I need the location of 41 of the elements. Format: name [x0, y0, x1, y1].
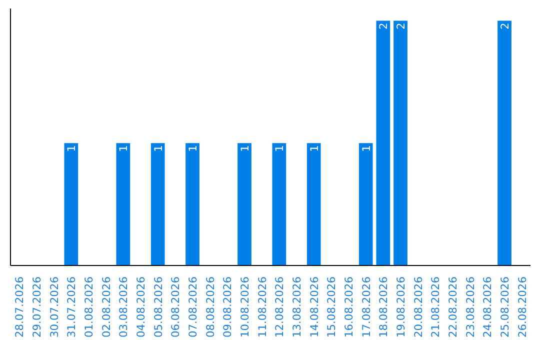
x-tick-label: 13.08.2026 [290, 276, 304, 338]
x-tick-label: 21.08.2026 [429, 276, 442, 338]
data-label: 1 [273, 145, 286, 152]
data-label: 2 [394, 22, 408, 30]
x-tick-label: 23.08.2026 [464, 276, 477, 338]
data-label: 1 [186, 145, 200, 152]
data-label: 2 [498, 22, 512, 30]
x-tick-label: 20.08.2026 [412, 276, 425, 338]
x-tick-label: 30.07.2026 [48, 276, 61, 338]
x-tick-label: 14.08.2026 [308, 276, 321, 338]
x-tick-label: 05.08.2026 [152, 276, 165, 338]
data-label: 1 [238, 145, 252, 152]
x-tick-label: 10.08.2026 [238, 276, 252, 338]
data-label: 1 [152, 145, 165, 152]
x-tick-label: 29.07.2026 [30, 276, 44, 338]
data-label: 1 [117, 145, 130, 152]
x-tick-label: 11.08.2026 [256, 276, 269, 338]
x-tick-label: 04.08.2026 [134, 276, 148, 338]
x-tick-label: 15.08.2026 [325, 276, 338, 338]
x-tick-label: 02.08.2026 [100, 276, 113, 338]
data-label: 1 [65, 145, 78, 152]
data-label: 1 [360, 145, 373, 152]
x-tick-label: 18.08.2026 [377, 276, 390, 338]
x-tick-label: 31.07.2026 [65, 276, 78, 338]
x-tick-label: 28.07.2026 [13, 276, 26, 338]
data-label: 2 [377, 22, 390, 30]
x-tick-label: 26.08.2026 [516, 276, 529, 338]
x-tick-label: 19.08.2026 [394, 276, 408, 338]
x-tick-label: 03.08.2026 [117, 276, 130, 338]
x-tick-label: 01.08.2026 [82, 276, 96, 338]
x-tick-label: 12.08.2026 [273, 276, 286, 338]
x-tick-label: 09.08.2026 [221, 276, 234, 338]
x-tick-label: 07.08.2026 [186, 276, 200, 338]
x-tick-label: 25.08.2026 [498, 276, 512, 338]
x-tick-label: 24.08.2026 [481, 276, 494, 338]
x-tick-label: 22.08.2026 [446, 276, 460, 338]
data-label: 1 [308, 145, 321, 152]
x-tick-label: 06.08.2026 [169, 276, 182, 338]
x-tick-label: 17.08.2026 [360, 276, 373, 338]
x-tick-label: 16.08.2026 [342, 276, 356, 338]
x-tick-label: 08.08.2026 [204, 276, 217, 338]
